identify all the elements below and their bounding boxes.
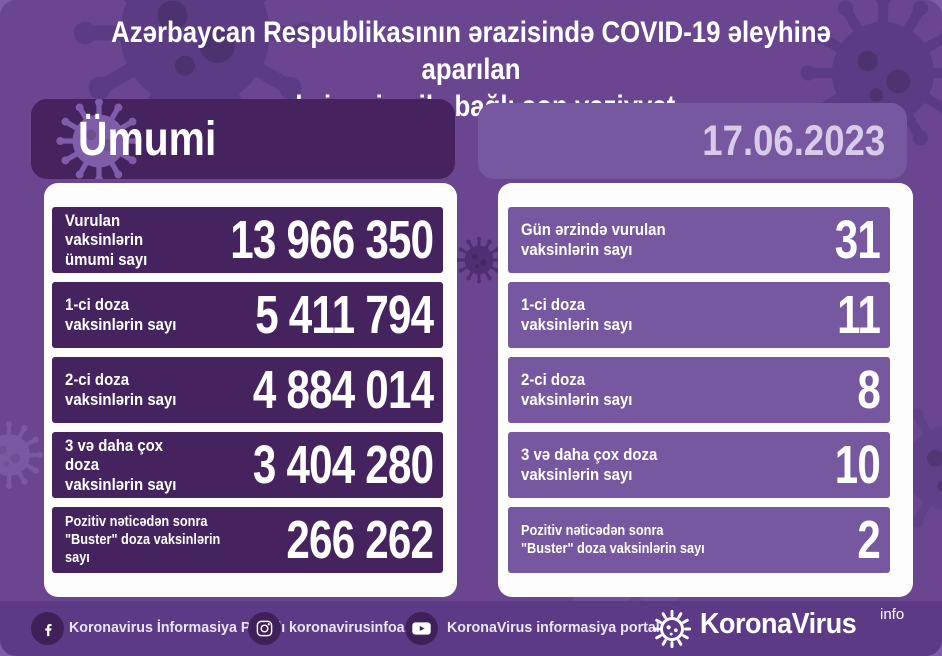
youtube-handle[interactable]: KoronaVirus informasiya portalı bbox=[447, 619, 664, 636]
stat-label: 2-ci doza vaksinlərin sayı bbox=[65, 370, 177, 409]
facebook-handle[interactable]: Koronavirus İnformasiya Portalı bbox=[69, 619, 286, 636]
stat-label: Pozitiv nəticədən sonra "Buster" doza vak… bbox=[521, 522, 705, 557]
stat-row-daily-vaccines: Gün ərzində vurulan vaksinlərin sayı 31 bbox=[508, 207, 890, 273]
page-title-line1: Azərbaycan Respublikasının ərazisində CO… bbox=[111, 16, 831, 86]
total-panel-title: Ümumi bbox=[78, 112, 217, 166]
facebook-icon[interactable] bbox=[31, 612, 64, 645]
brand-name: KoronaVirus bbox=[700, 608, 857, 640]
date-label: 17.06.2023 bbox=[702, 116, 885, 165]
stat-row-buster-total: Pozitiv nəticədən sonra "Buster" doza vak… bbox=[52, 507, 443, 573]
stat-row-dose3plus-daily: 3 və daha çox doza vaksinlərin sayı 10 bbox=[508, 432, 890, 498]
instagram-handle[interactable]: koronavirusinfoaz bbox=[289, 619, 412, 636]
stat-row-buster-daily: Pozitiv nəticədən sonra "Buster" doza vak… bbox=[508, 507, 890, 573]
stat-label: 1-ci doza vaksinlərin sayı bbox=[65, 295, 177, 334]
daily-panel: Gün ərzində vurulan vaksinlərin sayı 31 1… bbox=[498, 183, 913, 597]
stat-value: 8 bbox=[857, 360, 880, 420]
instagram-icon[interactable] bbox=[248, 612, 281, 645]
total-panel-header: Ümumi bbox=[31, 99, 455, 179]
stat-value: 31 bbox=[834, 210, 881, 270]
stat-value: 13 966 350 bbox=[229, 210, 434, 270]
stat-label: 1-ci doza vaksinlərin sayı bbox=[521, 295, 633, 334]
stat-row-dose2-daily: 2-ci doza vaksinlərin sayı 8 bbox=[508, 357, 890, 423]
youtube-icon[interactable] bbox=[405, 612, 438, 645]
stat-label: 3 və daha çox doza vaksinlərin sayı bbox=[65, 435, 177, 494]
stat-row-dose2-total: 2-ci doza vaksinlərin sayı 4 884 014 bbox=[52, 357, 443, 423]
stat-value: 10 bbox=[834, 435, 881, 495]
stat-row-total-vaccines: Vurulan vaksinlərin ümumi sayı 13 966 350 bbox=[52, 207, 443, 273]
footer: Koronavirus İnformasiya Portalı koronavi… bbox=[0, 601, 942, 656]
stat-value: 2 bbox=[857, 510, 880, 570]
virus-decoration-icon bbox=[455, 236, 503, 284]
stat-label: Pozitiv nəticədən sonra "Buster" doza vak… bbox=[65, 513, 221, 567]
brand-suffix: info bbox=[880, 606, 905, 623]
stat-row-dose1-daily: 1-ci doza vaksinlərin sayı 11 bbox=[508, 282, 890, 348]
stat-value: 4 884 014 bbox=[252, 360, 434, 420]
stat-row-dose1-total: 1-ci doza vaksinlərin sayı 5 411 794 bbox=[52, 282, 443, 348]
stat-label: Vurulan vaksinlərin ümumi sayı bbox=[65, 210, 148, 269]
total-panel: Vurulan vaksinlərin ümumi sayı 13 966 350… bbox=[44, 183, 457, 597]
stat-label: 3 və daha çox doza vaksinlərin sayı bbox=[521, 445, 658, 484]
stat-value: 3 404 280 bbox=[252, 435, 434, 495]
stat-value: 266 262 bbox=[286, 510, 434, 570]
virus-decoration-icon bbox=[0, 420, 44, 490]
daily-panel-header: 17.06.2023 bbox=[478, 103, 907, 179]
stat-row-dose3plus-total: 3 və daha çox doza vaksinlərin sayı 3 404… bbox=[52, 432, 443, 498]
stat-value: 11 bbox=[837, 285, 881, 345]
stat-label: Gün ərzində vurulan vaksinlərin sayı bbox=[521, 220, 666, 259]
stat-label: 2-ci doza vaksinlərin sayı bbox=[521, 370, 633, 409]
stat-value: 5 411 794 bbox=[254, 285, 434, 345]
koronavirus-logo-icon bbox=[652, 609, 692, 649]
